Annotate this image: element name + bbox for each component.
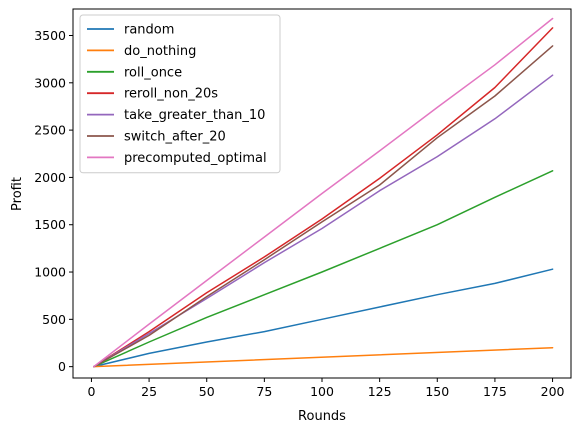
legend-label: reroll_non_20s <box>124 87 218 102</box>
legend-label: take_greater_than_10 <box>124 108 265 123</box>
y-axis: 0 500 1000 1500 2000 2500 3000 3500 <box>34 28 73 374</box>
legend-label: random <box>124 23 174 38</box>
y-tick-label: 500 <box>42 312 66 327</box>
legend-label: roll_once <box>124 65 182 80</box>
x-axis-label: Rounds <box>298 409 346 424</box>
legend-label: switch_after_20 <box>124 130 226 145</box>
plot-lines <box>93 17 554 368</box>
x-tick-label: 0 <box>87 384 95 399</box>
series-line-random <box>93 268 554 368</box>
y-tick-label: 3000 <box>34 75 66 90</box>
series-line-reroll-non-20s <box>93 27 554 368</box>
x-axis: 0 25 50 75 100 125 150 175 200 <box>87 378 565 399</box>
y-axis-label: Profit <box>10 177 25 211</box>
legend-box <box>79 14 281 174</box>
x-tick-label: 175 <box>483 384 507 399</box>
series-line-switch-after-20 <box>93 45 554 368</box>
x-tick-label: 150 <box>425 384 449 399</box>
x-tick-label: 25 <box>141 384 157 399</box>
y-tick-label: 2500 <box>34 123 66 138</box>
x-tick-label: 50 <box>199 384 215 399</box>
y-tick-label: 3500 <box>34 28 66 43</box>
series-line-do-nothing <box>93 346 554 368</box>
series-line-precomputed-optimal <box>93 17 554 368</box>
x-tick-label: 100 <box>310 384 334 399</box>
y-tick-label: 1500 <box>34 217 66 232</box>
y-tick-label: 1000 <box>34 265 66 280</box>
x-tick-label: 200 <box>541 384 565 399</box>
legend: random do_nothing roll_once reroll_non_20st… <box>79 14 281 174</box>
legend-label: precomputed_optimal <box>124 151 267 166</box>
x-tick-label: 75 <box>256 384 272 399</box>
y-tick-label: 2000 <box>34 170 66 185</box>
x-tick-label: 125 <box>368 384 392 399</box>
series-line-roll-once <box>93 170 554 368</box>
legend-label: do_nothing <box>124 44 196 59</box>
y-tick-label: 0 <box>58 359 66 374</box>
